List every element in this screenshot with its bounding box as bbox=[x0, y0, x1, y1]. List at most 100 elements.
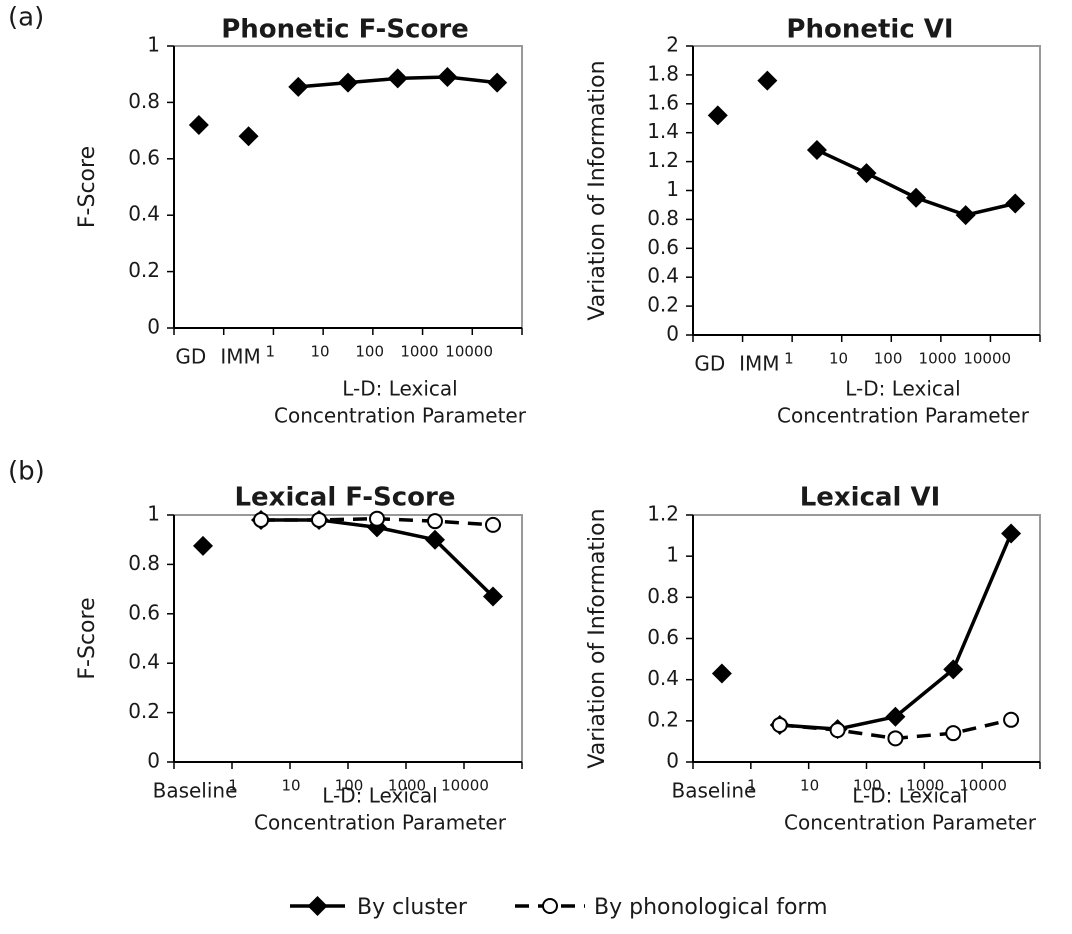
chart-title: Lexical VI bbox=[800, 483, 941, 513]
y-tick-label: 0.8 bbox=[128, 89, 160, 113]
y-axis-label: Variation of Information bbox=[585, 60, 610, 320]
plot-frame bbox=[693, 45, 1041, 335]
marker bbox=[806, 140, 827, 161]
y-tick-label: 0.2 bbox=[128, 699, 160, 723]
marker bbox=[427, 513, 443, 530]
marker bbox=[485, 516, 501, 533]
marker bbox=[288, 76, 309, 97]
marker bbox=[338, 72, 358, 93]
x-tick-label: 1000 bbox=[919, 350, 957, 368]
y-tick-label: 0.8 bbox=[647, 206, 679, 230]
x-axis-label: L-D: Lexical bbox=[322, 784, 437, 808]
legend-label: By phonological form bbox=[594, 895, 828, 920]
marker bbox=[253, 511, 269, 528]
x-tick-label: 10000 bbox=[959, 777, 1007, 795]
y-tick-label: 0.2 bbox=[128, 258, 160, 282]
x-axis-label: Concentration Parameter bbox=[274, 404, 527, 428]
marker bbox=[311, 511, 327, 528]
marker bbox=[1005, 193, 1026, 214]
x-tick-label: 1000 bbox=[400, 343, 438, 361]
legend-label: By cluster bbox=[357, 895, 468, 920]
chart-title: Phonetic F-Score bbox=[221, 15, 469, 45]
y-tick-label: 0.4 bbox=[647, 264, 679, 288]
x-tick-label: 1 bbox=[784, 350, 794, 368]
marker bbox=[757, 70, 778, 91]
x-tick-label: Baseline bbox=[153, 779, 238, 803]
y-tick-label: 0.8 bbox=[128, 551, 160, 575]
y-tick-label: 0 bbox=[666, 322, 679, 346]
marker bbox=[483, 586, 503, 607]
marker bbox=[1003, 711, 1020, 728]
x-tick-label: GD bbox=[175, 345, 206, 369]
y-tick-label: 0.6 bbox=[647, 235, 679, 259]
x-tick-label: 1 bbox=[747, 777, 757, 795]
marker bbox=[945, 725, 962, 742]
x-tick-label: IMM bbox=[739, 352, 779, 376]
x-tick-label: 10000 bbox=[963, 350, 1011, 368]
marker bbox=[707, 105, 728, 126]
x-axis-label: L-D: Lexical bbox=[845, 377, 960, 401]
x-tick-label: 100 bbox=[355, 343, 384, 361]
chart-title: Lexical F-Score bbox=[234, 483, 455, 513]
marker bbox=[425, 529, 445, 550]
marker bbox=[711, 663, 732, 684]
y-axis-label: F-Score bbox=[75, 146, 100, 228]
marker bbox=[856, 163, 877, 184]
panel-label: (b) bbox=[8, 457, 45, 487]
y-tick-label: 1.2 bbox=[647, 502, 679, 526]
marker bbox=[829, 722, 846, 739]
marker bbox=[943, 659, 964, 680]
y-tick-label: 0 bbox=[147, 749, 160, 773]
y-tick-label: 0.4 bbox=[128, 650, 160, 674]
marker bbox=[437, 67, 458, 88]
plot-frame bbox=[174, 514, 523, 762]
panel-label: (a) bbox=[8, 3, 44, 33]
y-axis-label: F-Score bbox=[75, 597, 100, 679]
y-tick-label: 0 bbox=[666, 749, 679, 773]
legend-marker bbox=[542, 898, 558, 914]
y-tick-label: 1.2 bbox=[647, 148, 679, 172]
x-tick-label: 10000 bbox=[441, 777, 489, 795]
x-tick-label: 1000 bbox=[906, 777, 944, 795]
x-tick-label: 10 bbox=[800, 777, 819, 795]
y-tick-label: 0.2 bbox=[647, 293, 679, 317]
plot-frame bbox=[174, 45, 523, 328]
x-axis-label: Concentration Parameter bbox=[784, 811, 1037, 835]
x-axis-label: Concentration Parameter bbox=[254, 811, 507, 835]
marker bbox=[369, 510, 385, 527]
x-tick-label: Baseline bbox=[672, 779, 757, 803]
marker bbox=[238, 126, 259, 147]
marker bbox=[1001, 523, 1022, 544]
series-line bbox=[779, 532, 1013, 731]
x-tick-label: 1 bbox=[228, 777, 238, 795]
marker bbox=[771, 716, 788, 733]
y-tick-label: 1 bbox=[666, 177, 679, 201]
y-tick-label: 0.2 bbox=[647, 707, 679, 731]
marker bbox=[906, 187, 927, 208]
marker bbox=[955, 205, 976, 226]
marker bbox=[188, 114, 209, 135]
y-tick-label: 2 bbox=[666, 33, 679, 57]
x-tick-label: 100 bbox=[874, 350, 903, 368]
x-tick-label: 10 bbox=[281, 777, 300, 795]
y-tick-label: 1 bbox=[147, 33, 160, 57]
plot-frame bbox=[693, 514, 1041, 762]
legend-marker bbox=[307, 896, 328, 916]
y-tick-label: 0 bbox=[147, 315, 160, 339]
y-tick-label: 0.8 bbox=[647, 584, 679, 608]
y-tick-label: 0.6 bbox=[128, 600, 160, 624]
x-tick-label: 100 bbox=[335, 777, 364, 795]
marker bbox=[487, 72, 508, 93]
y-tick-label: 1.8 bbox=[647, 61, 679, 85]
y-tick-label: 0.6 bbox=[647, 625, 679, 649]
x-tick-label: GD bbox=[694, 352, 725, 376]
y-tick-label: 1 bbox=[147, 502, 160, 526]
marker bbox=[193, 535, 213, 556]
marker bbox=[887, 730, 904, 747]
y-tick-label: 0.6 bbox=[128, 145, 160, 169]
x-tick-label: 1 bbox=[266, 343, 276, 361]
x-tick-label: 10000 bbox=[445, 343, 493, 361]
x-tick-label: 10 bbox=[310, 343, 329, 361]
y-tick-label: 0.4 bbox=[647, 666, 679, 690]
